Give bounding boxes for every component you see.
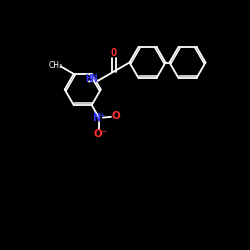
Text: O⁻: O⁻ bbox=[93, 128, 108, 138]
Text: O: O bbox=[111, 48, 117, 58]
Text: CH₃: CH₃ bbox=[48, 61, 62, 70]
Text: N⁺: N⁺ bbox=[92, 113, 106, 123]
Text: O: O bbox=[112, 110, 120, 120]
Text: HN: HN bbox=[85, 74, 98, 84]
